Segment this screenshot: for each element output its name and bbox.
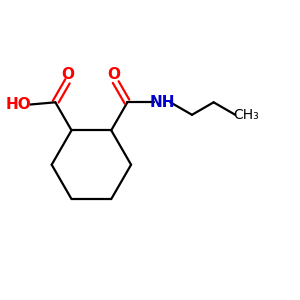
Text: O: O [61, 67, 74, 82]
Text: HO: HO [5, 97, 31, 112]
Text: CH₃: CH₃ [234, 108, 259, 122]
Text: O: O [107, 68, 120, 82]
Text: NH: NH [149, 95, 175, 110]
